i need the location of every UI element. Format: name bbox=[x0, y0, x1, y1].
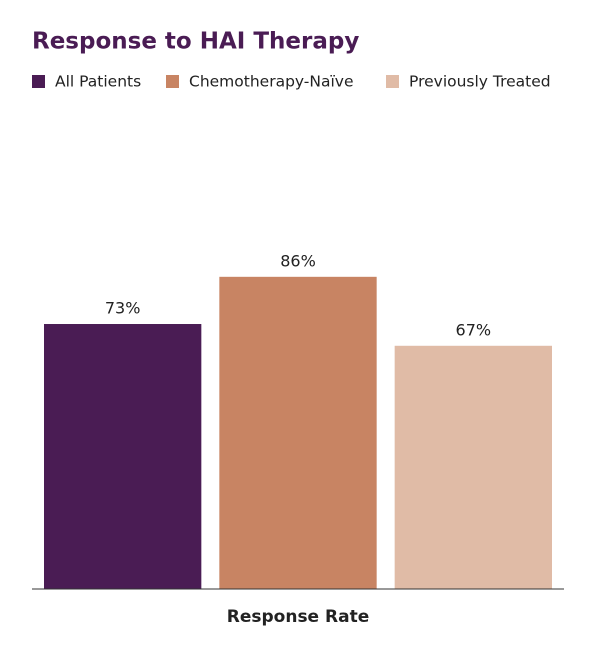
value-label: 86% bbox=[280, 251, 316, 270]
value-label: 67% bbox=[456, 320, 492, 339]
legend-swatch bbox=[166, 75, 179, 88]
legend-swatch bbox=[386, 75, 399, 88]
legend-label: Previously Treated bbox=[409, 73, 551, 91]
x-axis-label: Response Rate bbox=[227, 607, 369, 627]
legend-label: Chemotherapy-Naïve bbox=[189, 73, 354, 91]
bar bbox=[44, 324, 202, 589]
legend-label: All Patients bbox=[55, 73, 141, 91]
bar bbox=[219, 276, 377, 589]
value-label: 73% bbox=[105, 299, 141, 318]
bar bbox=[394, 345, 552, 589]
chart-title: Response to HAI Therapy bbox=[32, 29, 359, 55]
legend-swatch bbox=[32, 75, 45, 88]
